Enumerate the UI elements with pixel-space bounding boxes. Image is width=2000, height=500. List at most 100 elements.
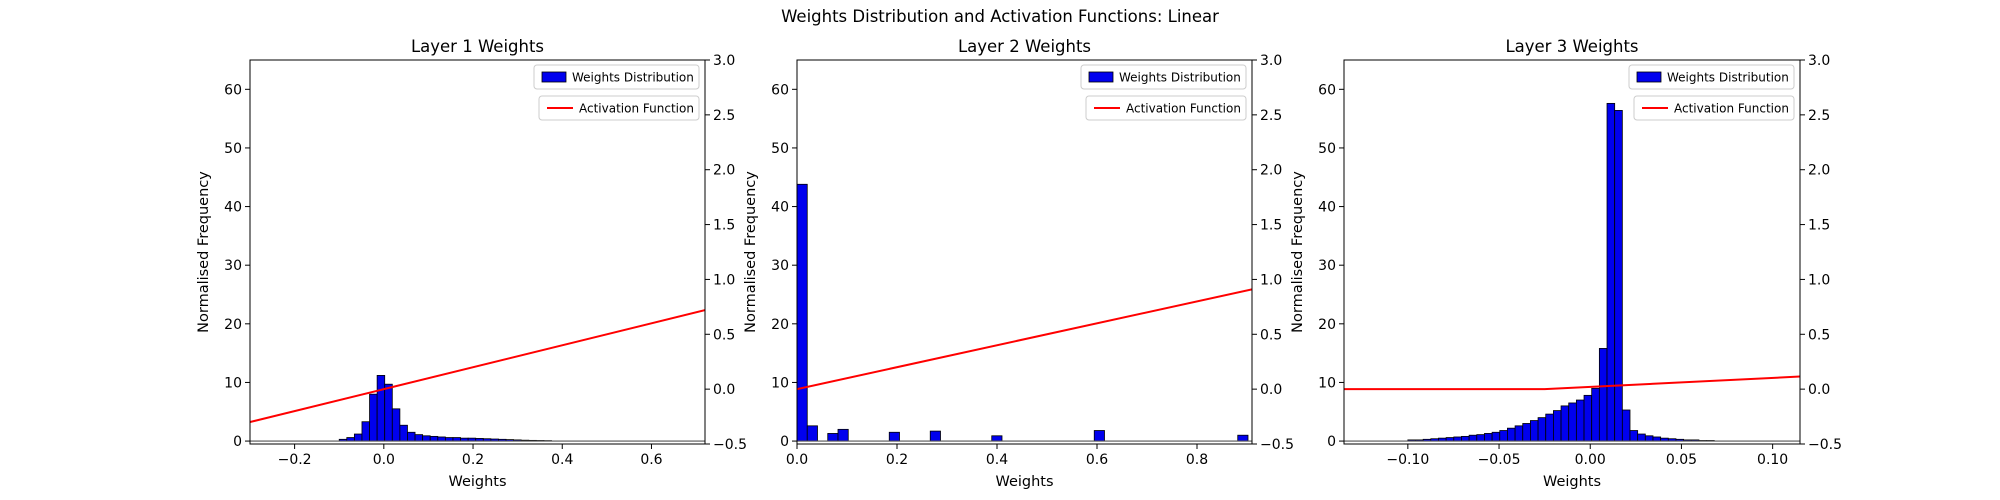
histogram-bar [1560,405,1570,442]
histogram-bars [1344,102,1800,442]
x-tick-label: 0.0 [786,452,808,468]
histogram-bar [929,430,941,442]
histogram-bar [797,183,808,442]
y2-tick-label: 2.0 [1260,163,1282,179]
legend-box [1085,95,1247,121]
subplot-3: −0.10 −0.05 0.00 0.05 0.10 0 10 20 30 40 50 60 −0.5 0… [1290,37,1842,490]
legend-box [1080,64,1247,90]
figure-title: Weights Distribution and Activation Func… [781,7,1219,26]
histogram-bar [376,375,386,442]
y-tick-label: 0 [233,434,242,450]
histogram-bar [1644,435,1654,442]
histogram-bar [888,431,900,442]
legend-label: Activation Function [1126,102,1241,116]
legend-label: Weights Distribution [572,71,694,85]
histogram-bar [1637,433,1646,442]
x-tick-label: 0.0 [373,452,395,468]
activation-function-line [250,309,705,424]
y2-tick-label: 0.0 [713,382,735,398]
legend-box [533,64,700,90]
y-tick-label: 30 [771,258,789,274]
activation-function-line [1344,375,1800,391]
y2-tick-label: 3.0 [1808,53,1830,69]
histogram-bars [797,183,1252,442]
y2-tick-label: 0.0 [1260,382,1282,398]
legend-label: Weights Distribution [1119,71,1241,85]
y-tick-label: 50 [224,141,242,157]
histogram-bar [1598,348,1608,442]
x-tick-label: −0.2 [278,452,312,468]
histogram-bar [1476,434,1485,442]
histogram-bar [1491,431,1501,442]
histogram-bar [1237,434,1249,442]
histogram-bar [399,424,408,442]
y2-tick-label: 1.5 [1808,218,1830,234]
y-tick-label: 60 [224,82,242,98]
y2-tick-label: −0.5 [713,437,747,453]
y-tick-label: 20 [1318,317,1336,333]
y-tick-label: 10 [224,375,242,391]
x-tick-label: 0.05 [1666,452,1697,468]
histogram-bar [1514,425,1524,442]
legend-swatch-bar [1088,71,1114,83]
histogram-bar [1093,430,1105,442]
subplot-1: −0.2 0.0 0.2 0.4 0.6 0 10 20 30 40 50 60 −0.5 0.0 0.5 1… [196,37,747,490]
y-tick-label: 40 [771,200,789,216]
histogram-bar [1591,387,1600,442]
histogram-bar [1530,420,1539,442]
legend-weights: Weights Distribution [1080,64,1247,90]
histogram-bar [1545,413,1554,442]
legend-label: Weights Distribution [1667,71,1789,85]
y-axis-label: Normalised Frequency [196,171,212,333]
histogram-bar [806,425,818,442]
y2-tick-label: 0.5 [1260,327,1282,343]
x-tick-label: −0.10 [1386,452,1429,468]
x-tick-label: 0.6 [1086,452,1108,468]
histogram-bar [1621,409,1631,442]
histogram-bar [384,383,393,442]
y2-tick-label: 2.0 [713,163,735,179]
histogram-bar [1507,427,1516,442]
histogram-bar [369,393,378,442]
x-tick-label: 0.4 [551,452,573,468]
y-tick-label: 30 [1318,258,1336,274]
y2-tick-label: 1.0 [1808,272,1830,288]
histogram-bar [391,408,401,442]
legend-box [538,95,700,121]
legend-activation: Activation Function [1085,95,1247,121]
y-tick-label: 10 [771,375,789,391]
x-tick-label: −0.05 [1478,452,1521,468]
legend-swatch-bar [541,71,567,83]
histogram-bar [1575,399,1585,442]
histogram-bar [361,421,370,442]
histogram-bar [837,428,849,442]
y-tick-label: 30 [224,258,242,274]
histogram-bar [422,435,431,442]
histogram-bar [1499,430,1508,442]
subplot-title: Layer 2 Weights [958,37,1091,56]
y2-tick-label: 0.0 [1808,382,1830,398]
histogram-bars [250,309,705,442]
histogram-bar [1583,394,1593,442]
histogram-bar [407,431,416,442]
subplot-title: Layer 3 Weights [1505,37,1638,56]
y2-tick-label: 1.5 [713,218,735,234]
subplot-2: 0.0 0.2 0.4 0.6 0.8 0 10 20 30 40 50 60 −0.5 0.0 0.5 1.… [743,37,1294,490]
legend-activation: Activation Function [1633,95,1795,121]
legend-weights: Weights Distribution [1628,64,1795,90]
plot-frame [796,59,1253,445]
legend-weights: Weights Distribution [533,64,700,90]
histogram-bar [991,435,1003,442]
y-tick-label: 10 [1318,375,1336,391]
histogram-bar [1568,402,1577,442]
histogram-bar [1522,423,1531,442]
histogram-bar [1468,434,1478,442]
y2-tick-label: 2.5 [1808,108,1830,124]
legend-box [1628,64,1795,90]
legend-activation: Activation Function [538,95,700,121]
histogram-bar [1484,433,1493,442]
x-tick-label: 0.4 [986,452,1008,468]
y2-tick-label: 2.0 [1808,163,1830,179]
histogram-bar [437,436,446,442]
y-tick-label: 20 [224,317,242,333]
